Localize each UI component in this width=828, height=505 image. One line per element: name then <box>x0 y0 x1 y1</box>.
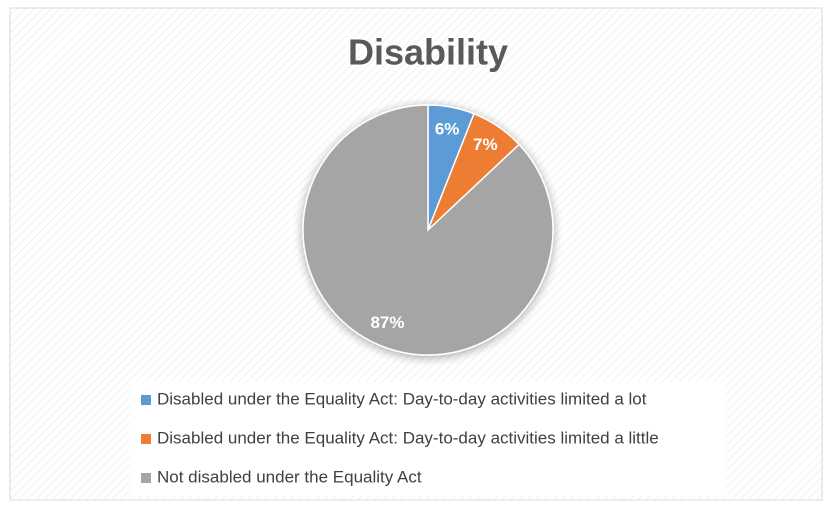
data-label: 7% <box>473 135 498 154</box>
legend-swatch <box>141 395 151 405</box>
legend-swatch <box>141 473 151 483</box>
pie-slice <box>302 104 554 356</box>
chart-title: Disability <box>348 32 508 73</box>
legend-label: Not disabled under the Equality Act <box>157 467 422 486</box>
legend-label: Disabled under the Equality Act: Day-to-… <box>157 389 647 408</box>
pie <box>302 104 554 356</box>
legend-label: Disabled under the Equality Act: Day-to-… <box>157 428 659 447</box>
legend-swatch <box>141 434 151 444</box>
data-label: 87% <box>370 313 404 332</box>
data-label: 6% <box>435 119 460 138</box>
legend-box <box>130 382 726 496</box>
